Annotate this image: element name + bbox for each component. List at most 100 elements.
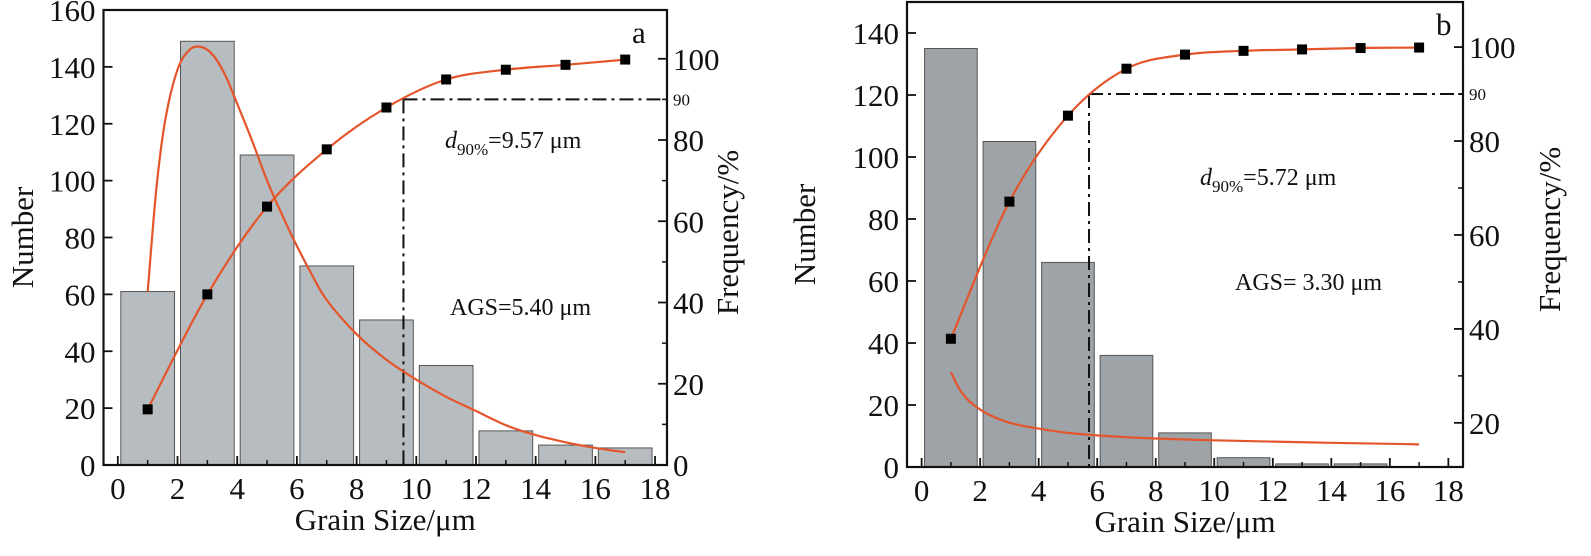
- y-axis-title: Number: [5, 186, 40, 288]
- bar: [180, 40, 235, 466]
- x-tick-label: 16: [1374, 473, 1405, 508]
- cumulative-point: [1121, 63, 1132, 74]
- x-tick-label: 8: [1148, 473, 1164, 508]
- panel-letter: b: [1436, 7, 1452, 42]
- x-tick-label: 14: [520, 471, 552, 506]
- y2-tick-label: 0: [673, 448, 689, 483]
- cumulative-point: [1004, 196, 1015, 207]
- bar: [924, 48, 978, 468]
- y-tick-label: 140: [49, 50, 96, 85]
- y-tick-label: 40: [65, 334, 96, 369]
- cumulative-point: [321, 144, 332, 155]
- y2-tick-label: 60: [1469, 218, 1500, 253]
- d90-annotation: d90%=9.57 μm: [445, 128, 582, 159]
- y2-tick-label: 60: [673, 204, 704, 239]
- x-tick-label: 18: [1433, 473, 1464, 508]
- x-axis-title: Grain Size/μm: [1094, 504, 1275, 539]
- d90-symbol: d: [445, 128, 458, 154]
- y-tick-label: 80: [868, 202, 899, 237]
- y-tick-label: 140: [853, 16, 900, 51]
- y-tick-label: 100: [853, 140, 900, 175]
- y-tick-label: 120: [49, 107, 96, 142]
- distribution-fit-curve: [146, 45, 626, 454]
- d90-symbol: d: [1200, 165, 1213, 191]
- y2-axis-title: Frequency/%: [710, 150, 745, 315]
- y2-tick-label: 40: [1469, 312, 1500, 347]
- cumulative-point: [500, 64, 511, 75]
- panel-letter: a: [632, 15, 646, 50]
- y-tick-label: 100: [49, 164, 96, 199]
- cumulative-point: [945, 333, 956, 344]
- ags-annotation: AGS= 3.30 μm: [1235, 270, 1382, 296]
- y-tick-label: 120: [853, 78, 900, 113]
- cumulative-point: [142, 404, 153, 415]
- x-tick-label: 10: [1199, 473, 1230, 508]
- y-tick-label: 60: [65, 277, 96, 312]
- cumulative-point: [1414, 42, 1425, 53]
- cumulative-point: [441, 74, 452, 85]
- bar: [478, 430, 534, 466]
- cumulative-point: [262, 201, 273, 212]
- y2-tick-label: 80: [673, 123, 704, 158]
- x-tick-label: 18: [640, 471, 671, 506]
- y2-tick-label: 100: [673, 42, 720, 77]
- x-tick-label: 8: [349, 471, 365, 506]
- x-tick-label: 14: [1316, 473, 1348, 508]
- x-tick-label: 12: [460, 471, 491, 506]
- bar: [239, 154, 295, 466]
- x-axis-title: Grain Size/μm: [295, 502, 476, 537]
- y-tick-label: 60: [868, 264, 899, 299]
- d90-subscript: 90%: [1212, 177, 1243, 196]
- x-tick-label: 16: [580, 471, 611, 506]
- y2-tick-label: 40: [673, 286, 704, 321]
- y2-90-label: 90: [673, 90, 690, 109]
- cumulative-point: [381, 102, 392, 113]
- y2-axis-title: Frequency/%: [1532, 147, 1567, 312]
- x-tick-label: 4: [229, 471, 245, 506]
- cumulative-point: [1297, 44, 1308, 55]
- x-tick-label: 6: [1089, 473, 1105, 508]
- y-tick-label: 20: [868, 388, 899, 423]
- d90-annotation: d90%=5.72 μm: [1200, 165, 1337, 196]
- bar: [359, 319, 414, 466]
- y2-tick-label: 20: [673, 367, 704, 402]
- bar: [982, 141, 1037, 468]
- bar: [1099, 354, 1154, 468]
- cumulative-point: [1238, 45, 1249, 56]
- y-tick-label: 160: [49, 0, 96, 28]
- cumulative-point: [202, 289, 213, 300]
- x-tick-label: 10: [401, 471, 432, 506]
- y2-tick-label: 20: [1469, 406, 1500, 441]
- chart-panel-b: 0 2 4 6 8 10 12 14 16 18 0 20 40 60 80 100 120 140 20 40 60 8…: [787, 0, 1567, 539]
- y-tick-label: 20: [65, 391, 96, 426]
- distribution-fit-curve: [949, 371, 1420, 446]
- d90-value: =9.57 μm: [488, 128, 581, 154]
- x-tick-label: 0: [914, 473, 930, 508]
- y-tick-label: 0: [884, 450, 900, 485]
- y-axis-title: Number: [787, 183, 822, 285]
- cumulative-point: [1355, 43, 1366, 54]
- cumulative-point: [1180, 49, 1190, 60]
- x-tick-label: 6: [289, 471, 305, 506]
- cumulative-point: [560, 59, 571, 70]
- cumulative-point: [620, 54, 631, 65]
- chart-panel-a: 0 2 4 6 8 10 12 14 16 180204060801001201401600204…: [5, 0, 745, 537]
- bar: [299, 265, 355, 466]
- y2-tick-label: 100: [1469, 30, 1516, 65]
- d90-subscript: 90%: [457, 140, 488, 159]
- x-tick-label: 0: [110, 471, 126, 506]
- x-tick-label: 4: [1031, 473, 1047, 508]
- x-tick-label: 2: [972, 473, 988, 508]
- cumulative-point: [1062, 110, 1073, 121]
- x-tick-label: 12: [1257, 473, 1288, 508]
- y-tick-label: 80: [65, 221, 96, 256]
- x-tick-label: 2: [170, 471, 186, 506]
- bar: [1041, 261, 1095, 468]
- y-tick-label: 40: [868, 326, 899, 361]
- y2-tick-label: 80: [1469, 124, 1500, 159]
- y-tick-label: 0: [80, 448, 96, 483]
- bar: [418, 364, 474, 466]
- d90-value: =5.72 μm: [1243, 165, 1336, 191]
- ags-annotation: AGS=5.40 μm: [450, 295, 591, 321]
